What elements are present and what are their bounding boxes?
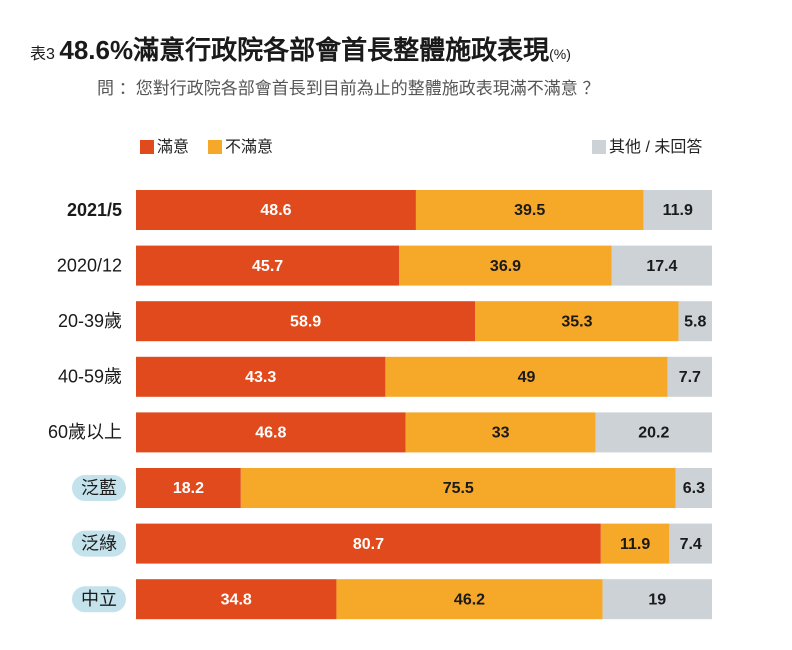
value-label: 39.5 [514,202,545,219]
bar-segment [136,301,476,342]
bar-segment [405,412,596,453]
legend-label: 其他 / 未回答 [609,138,702,156]
value-label: 45.7 [252,258,283,275]
y-tick-label: 泛藍 [81,478,117,498]
category-pill [72,530,126,557]
chart-title: 48.6%滿意行政院各部會首長整體施政表現 [59,35,550,65]
bar-segment [385,356,668,397]
y-tick-label: 泛綠 [81,533,117,553]
y-tick-label: 2020/12 [57,255,122,275]
value-label: 80.7 [353,536,384,553]
category-pill [72,475,126,501]
value-label: 11.9 [620,536,650,553]
value-label: 58.9 [290,313,321,330]
y-tick-label: 20-39歲 [58,311,122,331]
value-label: 43.3 [245,369,276,386]
value-label: 75.5 [443,480,474,497]
bar-segment [136,523,601,564]
bar-segment [602,579,712,620]
bar-segment [136,579,337,620]
value-label: 46.8 [255,425,286,442]
value-label: 6.3 [683,480,705,497]
bar-segment [678,301,712,342]
header: 表3 48.6%滿意行政院各部會首長整體施政表現(%) [30,30,571,67]
value-label: 33 [492,425,510,442]
category-pill [72,586,126,613]
bar-segment [136,245,400,286]
bar-segment [136,468,241,508]
bar-segment [136,356,386,397]
legend-label: 不滿意 [225,137,273,156]
bar-segment [240,468,676,508]
legend-swatch [208,140,222,154]
bar-segment [475,301,679,342]
y-tick-label: 40-59歲 [58,367,122,387]
bar-segment [595,412,712,453]
bar-segment [667,356,712,397]
y-tick-label: 60歲以上 [48,422,122,442]
legend-swatch [592,140,606,154]
bar-segment [336,579,603,620]
value-label: 48.6 [260,202,291,219]
value-label: 18.2 [173,480,204,497]
bar-segment [136,190,416,230]
title-prefix: 表3 [30,46,55,63]
value-label: 7.4 [680,536,702,553]
bar-segment [611,245,712,286]
y-tick-label: 中立 [81,589,117,609]
title-unit: (%) [549,46,571,62]
value-label: 7.7 [679,369,701,386]
value-label: 36.9 [490,258,521,275]
y-tick-label: 2021/5 [67,200,122,220]
bar-segment [136,412,406,453]
value-label: 17.4 [646,258,677,275]
bar-segment [669,523,712,564]
bar-segment [415,190,644,230]
value-label: 46.2 [454,591,485,608]
value-label: 35.3 [561,313,592,330]
bar-segment [600,523,670,564]
subtitle: 問 ：您對行政院各部會首長到目前為止的整體施政表現滿不滿意 ？ [97,79,600,98]
value-label: 5.8 [684,313,706,330]
value-label: 49 [518,369,536,386]
value-label: 11.9 [663,202,693,219]
legend-swatch [140,140,154,154]
bar-segment [399,245,612,286]
legend-label: 滿意 [157,137,189,156]
value-label: 19 [648,591,666,608]
value-label: 34.8 [221,591,252,608]
bar-segment [675,468,712,508]
value-label: 20.2 [638,425,669,442]
title: 表3 48.6%滿意行政院各部會首長整體施政表現(%) [30,30,571,67]
bar-segment [643,190,712,230]
